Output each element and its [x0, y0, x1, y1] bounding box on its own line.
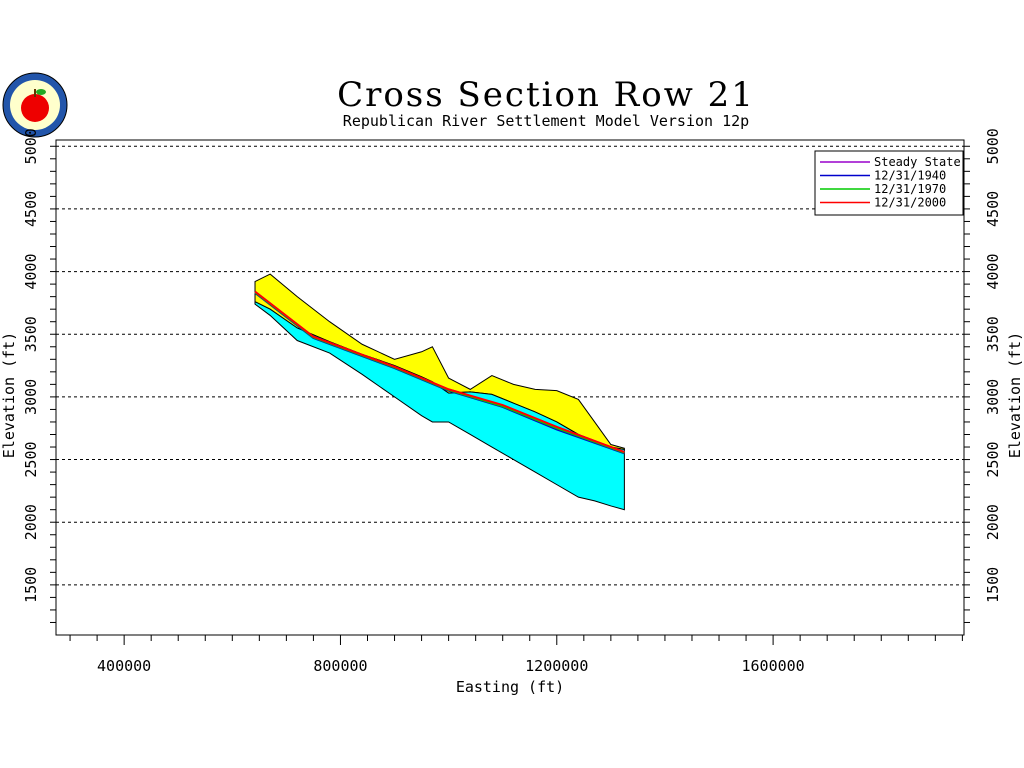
y-tick-left-2000: 2000 [22, 504, 40, 540]
legend: Steady State12/31/194012/31/197012/31/20… [814, 150, 964, 216]
x-tick-1200000: 1200000 [525, 657, 588, 675]
legend-label-1940: 12/31/1940 [874, 169, 946, 183]
y-tick-right-3000: 3000 [984, 379, 1002, 415]
y-tick-labels-right: 1500 2000 2500 3000 3500 4000 4500 5000 [984, 128, 1002, 603]
layer-areas [254, 273, 625, 511]
minor-ticks [50, 145, 970, 645]
y-tick-left-3000: 3000 [22, 379, 40, 415]
y-tick-right-3500: 3500 [984, 316, 1002, 352]
y-tick-right-4500: 4500 [984, 191, 1002, 227]
chart-title: Cross Section Row 21 [337, 75, 755, 115]
lower-layer-area [254, 300, 625, 511]
y-tick-labels-left: 1500 2000 2500 3000 3500 4000 4500 5000 [22, 128, 40, 603]
upper-layer-area [254, 273, 625, 451]
y-tick-right-4000: 4000 [984, 254, 1002, 290]
y-tick-left-4500: 4500 [22, 191, 40, 227]
apple-seal-icon [2, 72, 68, 138]
legend-label-2000: 12/31/2000 [874, 196, 946, 210]
y-tick-left-1500: 1500 [22, 567, 40, 603]
y-tick-right-2000: 2000 [984, 504, 1002, 540]
y-tick-left-5000: 5000 [22, 128, 40, 164]
legend-label-1970: 12/31/1970 [874, 182, 946, 196]
chart-subtitle: Republican River Settlement Model Versio… [343, 112, 749, 130]
series-line-2000 [254, 290, 625, 453]
y-axis-label-right: Elevation (ft) [1006, 332, 1024, 458]
y-tick-left-2500: 2500 [22, 441, 40, 477]
x-tick-labels: 400000 800000 1200000 1600000 [97, 657, 805, 675]
series-lines [254, 290, 625, 455]
y-tick-right-1500: 1500 [984, 567, 1002, 603]
y-tick-left-4000: 4000 [22, 254, 40, 290]
y-tick-right-5000: 5000 [984, 128, 1002, 164]
legend-label-steady_state: Steady State [874, 155, 961, 169]
x-axis-label: Easting (ft) [456, 678, 564, 696]
x-tick-400000: 400000 [97, 657, 151, 675]
y-tick-right-2500: 2500 [984, 441, 1002, 477]
y-axis-label-left: Elevation (ft) [0, 332, 18, 458]
plot-frame [55, 139, 965, 636]
x-tick-800000: 800000 [313, 657, 367, 675]
grid-lines [56, 145, 964, 586]
y-tick-left-3500: 3500 [22, 316, 40, 352]
x-tick-1600000: 1600000 [741, 657, 804, 675]
